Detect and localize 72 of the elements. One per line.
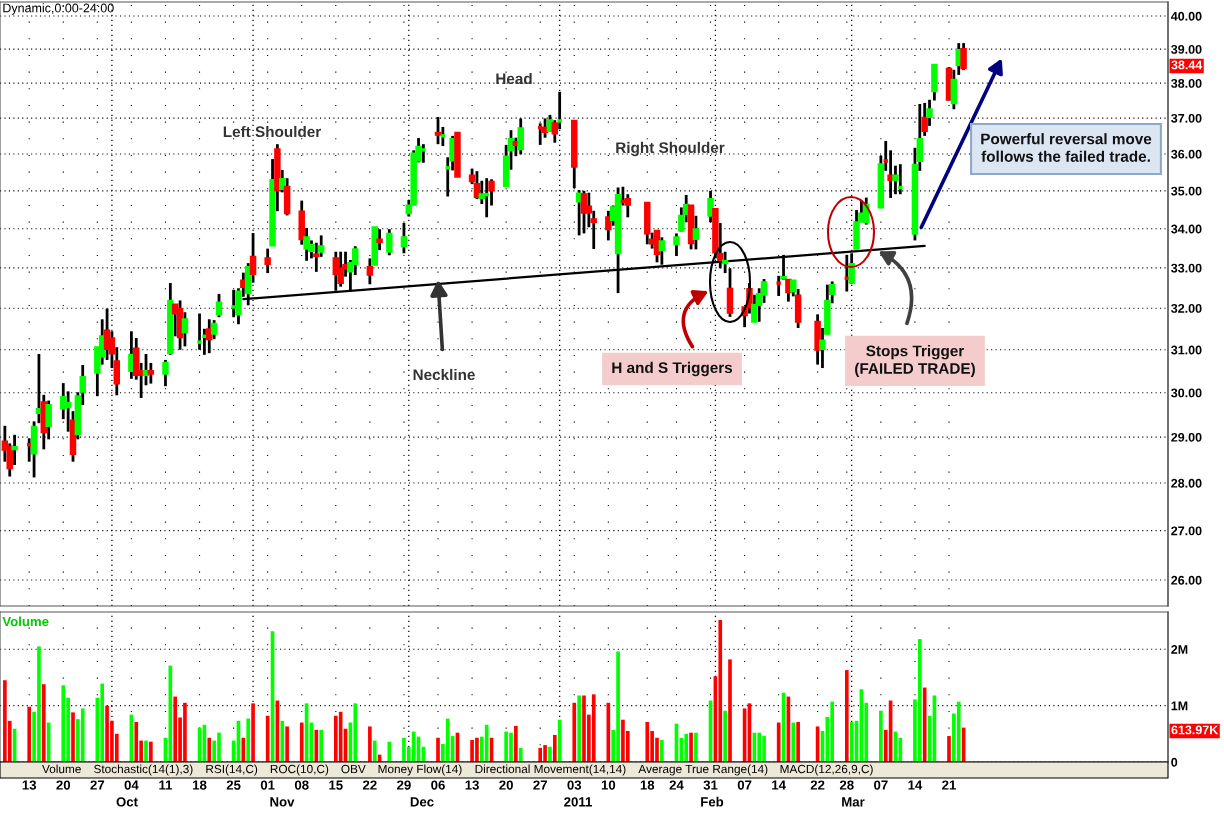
x-tick-label: 20 — [56, 780, 71, 790]
x-tick-label: 29 — [397, 780, 411, 790]
text: 38.44 — [1171, 60, 1203, 70]
text: Nov — [270, 797, 295, 807]
annotation: Stops Trigger (FAILED TRADE) — [855, 345, 975, 377]
x-tick-label: 01 — [260, 780, 275, 790]
annotation: Right Shoulder — [616, 141, 725, 157]
text: Oct — [116, 797, 138, 807]
y-tick-label: 30.00 — [1171, 388, 1202, 398]
text: OBV — [341, 764, 366, 774]
x-tick-label: 28 — [839, 780, 854, 790]
chart-title: Dynamic,0:00-24:00 — [3, 3, 114, 15]
x-tick-label: 27 — [533, 780, 547, 790]
y-tick-label: 28.00 — [1171, 478, 1202, 488]
y-tick-label: 0 — [1171, 757, 1178, 767]
x-tick-label: 11 — [159, 780, 173, 790]
y-tick-label: 31.00 — [1171, 345, 1202, 355]
x-tick-label: 03 — [567, 780, 582, 790]
y-tick-label: 1M — [1171, 701, 1188, 711]
x-tick-label: 10 — [601, 780, 616, 790]
y-tick-label: 36.00 — [1171, 149, 1202, 159]
text: Dec — [410, 797, 434, 807]
text: MACD(12,26,9,C) — [780, 764, 873, 776]
x-tick-label: 07 — [737, 780, 752, 790]
y-tick-label: 40.00 — [1170, 11, 1202, 21]
y-tick-label: 34.00 — [1171, 224, 1202, 234]
y-tick-label: 2M — [1171, 645, 1188, 654]
x-tick-label: 07 — [874, 780, 888, 790]
y-tick-label: 32.00 — [1171, 303, 1202, 313]
x-tick-label: 18 — [640, 780, 655, 790]
text: Feb — [701, 796, 724, 807]
text: Directional Movement(14,14) — [475, 764, 626, 776]
text: Volume — [42, 764, 81, 774]
x-tick-label: 31 — [703, 780, 718, 790]
text: 613.97K — [1171, 725, 1219, 735]
x-tick-label: 21 — [942, 780, 956, 790]
annotation: Powerful reversal move follows the failed trade. — [981, 133, 1152, 162]
x-tick-label: 14 — [908, 780, 923, 790]
text: ROC(10,C) — [270, 764, 329, 776]
x-tick-label: 13 — [465, 780, 479, 790]
x-tick-label: 22 — [810, 780, 825, 790]
x-tick-label: 14 — [772, 780, 786, 790]
y-tick-label: 27.00 — [1171, 526, 1202, 536]
x-tick-label: 18 — [193, 780, 207, 790]
annotation: H and S Triggers — [612, 361, 733, 377]
x-tick-label: 20 — [499, 780, 513, 790]
annotation: Left Shoulder — [223, 125, 321, 138]
y-tick-label: 39.00 — [1171, 44, 1202, 54]
chart-title: Volume — [2, 616, 49, 627]
x-tick-label: 25 — [226, 780, 241, 790]
x-tick-label: 22 — [362, 780, 377, 790]
text: Money Flow(14) — [378, 764, 462, 776]
text: Stochastic(14(1),3) — [94, 764, 193, 776]
y-tick-label: 37.00 — [1171, 113, 1202, 123]
x-tick-label: 13 — [22, 780, 37, 790]
annotation: Neckline — [413, 368, 475, 381]
x-tick-label: 15 — [329, 780, 343, 790]
y-tick-label: 38.00 — [1171, 78, 1202, 88]
y-tick-label: 26.00 — [1171, 575, 1202, 585]
text: RSI(14,C) — [206, 764, 258, 776]
annotation: Head — [496, 72, 532, 85]
text: Mar — [842, 797, 865, 807]
y-tick-label: 35.00 — [1171, 186, 1202, 196]
text: 2011 — [564, 797, 592, 807]
text: Average True Range(14) — [638, 764, 768, 776]
x-tick-label: 27 — [90, 780, 105, 790]
y-tick-label: 29.00 — [1171, 432, 1202, 442]
y-tick-label: 33.00 — [1171, 263, 1202, 273]
x-tick-label: 04 — [124, 780, 139, 790]
x-tick-label: 06 — [431, 780, 445, 790]
x-tick-label: 08 — [294, 780, 309, 790]
x-tick-label: 24 — [669, 780, 684, 790]
